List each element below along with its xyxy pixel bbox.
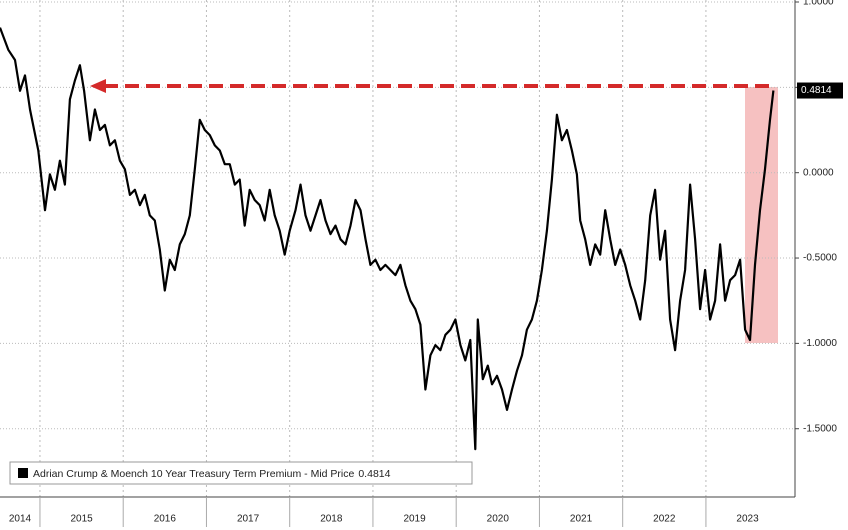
y-tick-label: 0.0000 xyxy=(803,167,834,178)
x-tick-label: 2022 xyxy=(653,514,676,525)
x-tick-label: 2014 xyxy=(9,514,32,525)
legend-label: Adrian Crump & Moench 10 Year Treasury T… xyxy=(33,468,355,480)
annotation-arrowhead xyxy=(90,79,106,93)
legend-box xyxy=(9,461,473,485)
x-tick-label: 2019 xyxy=(403,514,426,525)
x-tick-label: 2016 xyxy=(154,514,177,525)
x-tick-label: 2021 xyxy=(570,514,593,525)
x-tick-label: 2020 xyxy=(487,514,510,525)
x-tick-label: 2015 xyxy=(70,514,93,525)
grid xyxy=(0,0,795,497)
plot xyxy=(0,27,775,451)
x-tick-label: 2018 xyxy=(320,514,343,525)
y-tick-label: -1.5000 xyxy=(803,423,837,434)
x-tick-label: 2023 xyxy=(736,514,759,525)
last-value-badge xyxy=(797,82,843,99)
legend-value: 0.4814 xyxy=(358,468,390,480)
y-tick-label: 1.0000 xyxy=(803,0,834,8)
x-tick-label: 2017 xyxy=(237,514,260,525)
axes: 1.00000.50000.0000-0.5000-1.0000-1.50002… xyxy=(9,0,843,527)
legend-text: Adrian Crump & Moench 10 Year Treasury T… xyxy=(33,468,391,480)
legend: Adrian Crump & Moench 10 Year Treasury T… xyxy=(9,461,473,485)
y-tick-label: -0.5000 xyxy=(803,253,837,264)
last-value-label: 0.4814 xyxy=(801,85,832,96)
data-line xyxy=(0,27,775,451)
y-tick-label: -1.0000 xyxy=(803,338,837,349)
legend-swatch xyxy=(18,468,28,478)
highlight-region xyxy=(745,87,778,343)
